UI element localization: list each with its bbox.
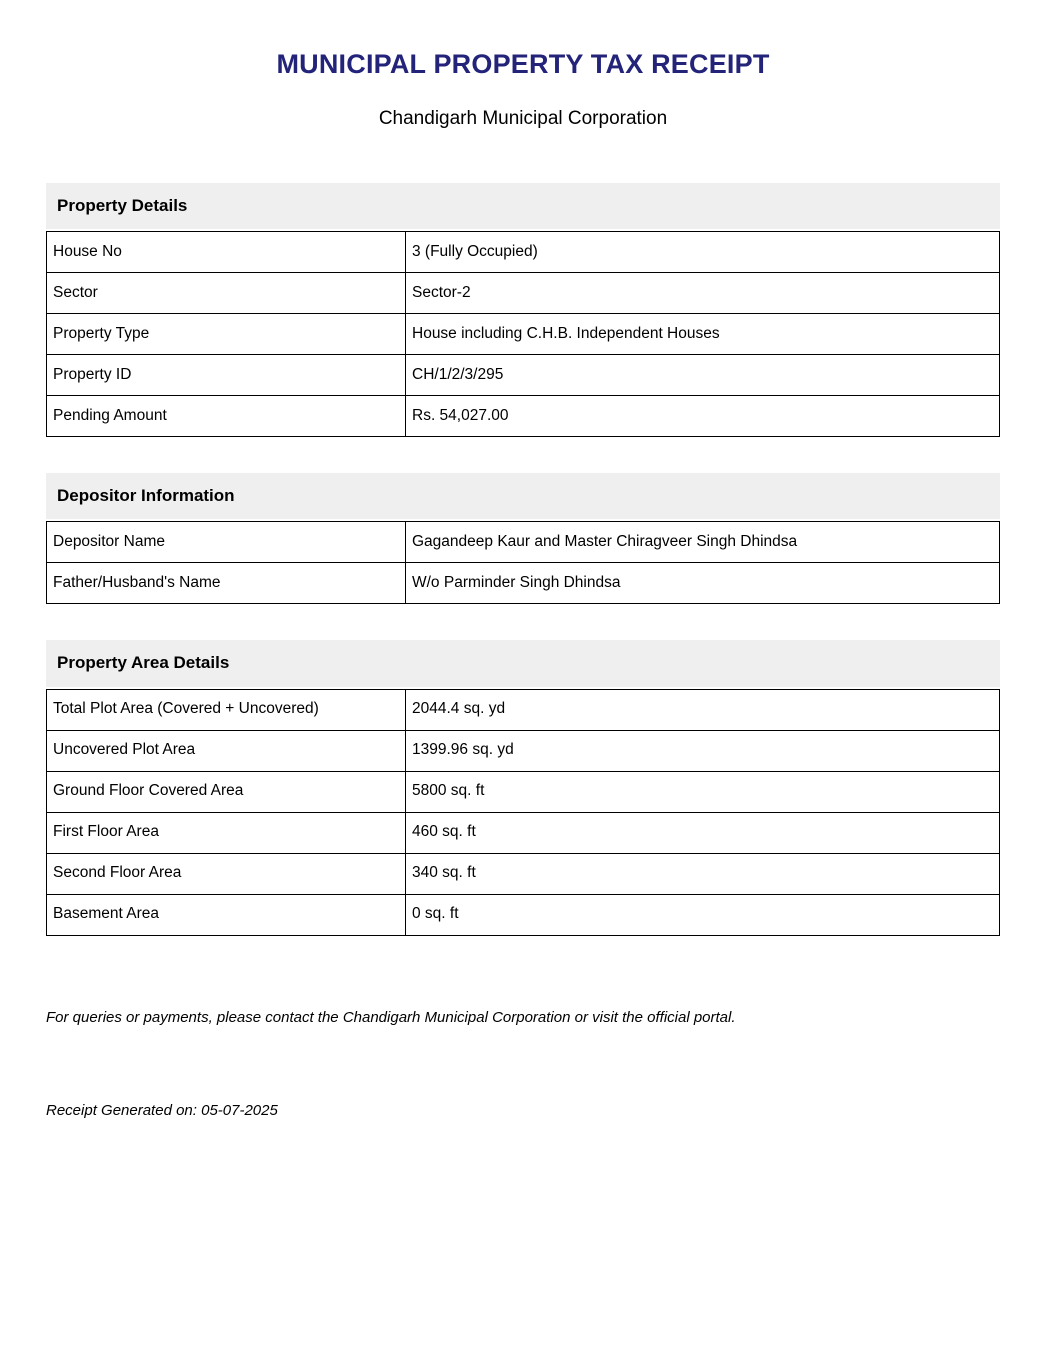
row-label: Property ID <box>46 353 406 396</box>
section-heading-depositor-information: Depositor Information <box>46 472 1000 520</box>
row-value: 2044.4 sq. yd <box>405 688 1000 731</box>
section-heading-property-area-details: Property Area Details <box>46 640 1000 687</box>
footer-note: For queries or payments, please contact … <box>46 1008 736 1026</box>
table-row: Property ID CH/1/2/3/295 <box>46 353 1000 396</box>
row-value: Sector-2 <box>405 271 1000 314</box>
table-row: Depositor Name Gagandeep Kaur and Master… <box>46 521 1000 564</box>
row-label: First Floor Area <box>46 811 406 854</box>
row-value: House including C.H.B. Independent House… <box>405 312 1000 355</box>
table-row: Pending Amount Rs. 54,027.00 <box>46 394 1000 437</box>
row-value: Rs. 54,027.00 <box>405 394 1000 437</box>
property-details-table: House No 3 (Fully Occupied) Sector Secto… <box>46 230 1000 437</box>
row-value: Gagandeep Kaur and Master Chiragveer Sin… <box>405 521 1000 564</box>
row-label: Basement Area <box>46 893 406 936</box>
row-label: Sector <box>46 271 406 314</box>
table-row: Total Plot Area (Covered + Uncovered) 20… <box>46 688 1000 731</box>
table-row: First Floor Area 460 sq. ft <box>46 811 1000 854</box>
row-label: Pending Amount <box>46 394 406 437</box>
page-title: MUNICIPAL PROPERTY TAX RECEIPT <box>276 49 770 79</box>
section-depositor-information: Depositor Information Depositor Name Gag… <box>46 437 1000 605</box>
property-area-details-table: Total Plot Area (Covered + Uncovered) 20… <box>46 688 1000 936</box>
depositor-information-table: Depositor Name Gagandeep Kaur and Master… <box>46 521 1000 605</box>
row-label: Father/Husband's Name <box>46 562 406 605</box>
table-row: Second Floor Area 340 sq. ft <box>46 852 1000 895</box>
table-row: Basement Area 0 sq. ft <box>46 893 1000 936</box>
row-label: Depositor Name <box>46 521 406 564</box>
row-value: CH/1/2/3/295 <box>405 353 1000 396</box>
row-value: 460 sq. ft <box>405 811 1000 854</box>
row-value: 0 sq. ft <box>405 893 1000 936</box>
row-label: Property Type <box>46 312 406 355</box>
row-value: W/o Parminder Singh Dhindsa <box>405 562 1000 605</box>
table-row: House No 3 (Fully Occupied) <box>46 230 1000 273</box>
row-label: House No <box>46 230 406 273</box>
row-value: 1399.96 sq. yd <box>405 729 1000 772</box>
table-row: Ground Floor Covered Area 5800 sq. ft <box>46 770 1000 813</box>
table-row: Father/Husband's Name W/o Parminder Sing… <box>46 562 1000 605</box>
row-value: 3 (Fully Occupied) <box>405 230 1000 273</box>
section-heading-property-details: Property Details <box>46 182 1000 229</box>
table-row: Uncovered Plot Area 1399.96 sq. yd <box>46 729 1000 772</box>
row-label: Uncovered Plot Area <box>46 729 406 772</box>
row-label: Total Plot Area (Covered + Uncovered) <box>46 688 406 731</box>
row-value: 5800 sq. ft <box>405 770 1000 813</box>
section-property-details: Property Details House No 3 (Fully Occup… <box>46 130 1000 437</box>
receipt-generated-date: Receipt Generated on: 05-07-2025 <box>46 1102 278 1120</box>
section-property-area-details: Property Area Details Total Plot Area (C… <box>46 604 1000 936</box>
table-row: Property Type House including C.H.B. Ind… <box>46 312 1000 355</box>
row-label: Second Floor Area <box>46 852 406 895</box>
row-value: 340 sq. ft <box>405 852 1000 895</box>
table-row: Sector Sector-2 <box>46 271 1000 314</box>
page-subtitle: Chandigarh Municipal Corporation <box>378 107 668 129</box>
row-label: Ground Floor Covered Area <box>46 770 406 813</box>
